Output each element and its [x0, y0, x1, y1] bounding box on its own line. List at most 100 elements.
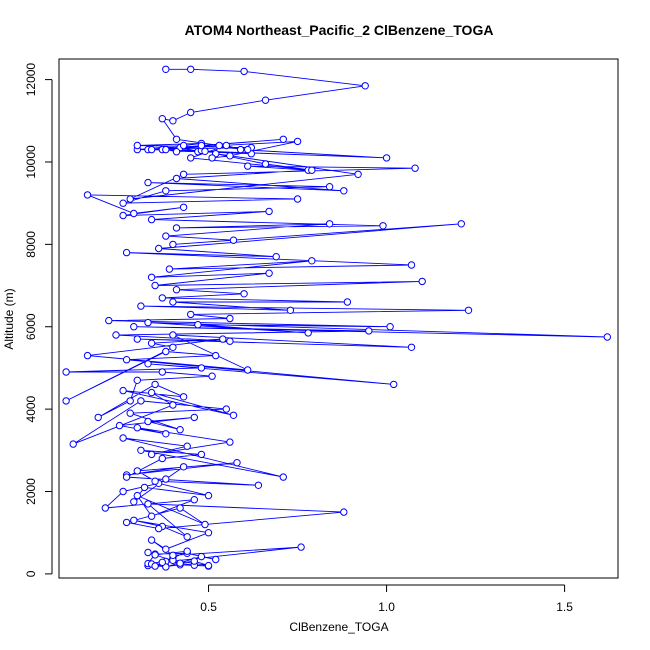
data-point — [162, 545, 170, 553]
data-point — [83, 351, 92, 360]
data-point — [179, 393, 188, 401]
data-point — [279, 135, 287, 144]
data-point — [151, 562, 159, 570]
data-point — [151, 380, 159, 389]
data-point — [133, 467, 142, 475]
data-point — [233, 459, 241, 467]
data-point — [169, 240, 177, 249]
data-point — [122, 356, 131, 364]
data-point — [155, 244, 163, 253]
data-point — [147, 512, 156, 520]
x-tick-label: 1.0 — [378, 600, 395, 614]
data-point — [197, 364, 206, 372]
data-point — [407, 261, 416, 269]
data-point — [226, 314, 234, 323]
data-point — [197, 552, 206, 561]
y-tick-label: 0 — [24, 570, 38, 577]
data-point — [240, 67, 248, 76]
data-point — [201, 520, 209, 529]
data-point — [151, 551, 159, 559]
data-point — [354, 170, 362, 179]
data-point — [254, 481, 263, 489]
data-point — [133, 376, 142, 384]
data-point — [144, 318, 152, 327]
data-point — [101, 504, 110, 512]
data-point — [187, 154, 195, 162]
data-point — [147, 536, 156, 544]
data-point — [169, 551, 177, 559]
data-point — [133, 491, 142, 500]
data-point — [208, 154, 216, 162]
data-point — [457, 220, 465, 228]
data-point — [147, 215, 156, 224]
data-point — [286, 306, 295, 314]
data-point — [219, 335, 227, 343]
data-point — [162, 430, 170, 438]
data-point — [169, 331, 177, 339]
data-point — [144, 548, 152, 557]
data-point — [137, 397, 145, 405]
data-point — [126, 195, 134, 203]
data-point — [119, 211, 127, 220]
data-point — [147, 450, 156, 459]
data-point — [119, 434, 127, 442]
data-point — [183, 442, 191, 450]
y-tick-label: 2000 — [24, 478, 38, 505]
plot-frame — [58, 58, 619, 579]
data-point — [390, 380, 398, 389]
data-point — [464, 306, 473, 314]
data-point — [204, 529, 213, 537]
y-tick-label: 6000 — [24, 313, 38, 340]
data-point — [137, 302, 145, 310]
data-point — [133, 141, 142, 150]
data-point — [418, 277, 426, 286]
data-point — [69, 440, 77, 448]
data-point — [158, 368, 167, 376]
data-point — [115, 421, 124, 430]
data-point — [279, 473, 287, 481]
data-point — [236, 145, 245, 154]
data-point — [62, 397, 70, 405]
data-point — [158, 454, 167, 463]
data-point — [212, 555, 220, 564]
y-tick-label: 10000 — [24, 145, 38, 179]
data-point — [162, 145, 170, 154]
data-point — [226, 438, 234, 446]
data-point — [126, 409, 134, 417]
data-point — [133, 424, 142, 432]
data-point — [62, 368, 70, 376]
x-tick-label: 1.5 — [556, 600, 573, 614]
data-point — [172, 135, 181, 144]
y-tick-label: 8000 — [24, 231, 38, 258]
data-point — [176, 426, 184, 434]
data-point — [112, 331, 120, 339]
data-point — [147, 145, 156, 154]
data-point — [379, 222, 387, 230]
data-point — [187, 310, 195, 319]
data-point — [272, 253, 280, 261]
y-tick-label: 12000 — [24, 63, 38, 97]
data-point — [244, 145, 252, 154]
data-point — [187, 108, 195, 117]
data-point — [229, 236, 238, 244]
data-point — [119, 199, 127, 207]
data-point — [162, 347, 170, 356]
data-point — [340, 187, 348, 195]
data-point — [179, 203, 188, 212]
data-point — [183, 533, 191, 541]
data-point — [172, 224, 181, 232]
x-axis: 0.5 1.0 1.5 — [200, 584, 573, 614]
data-point — [411, 164, 419, 172]
y-tick-label: 4000 — [24, 395, 38, 422]
data-point — [179, 170, 188, 179]
data-point — [407, 343, 416, 351]
data-point — [187, 65, 195, 74]
data-point — [382, 154, 391, 162]
data-point — [130, 498, 138, 506]
data-point — [190, 496, 199, 504]
data-point — [172, 174, 181, 183]
data-point — [265, 269, 273, 277]
data-point — [197, 141, 206, 150]
data-point — [304, 329, 312, 337]
